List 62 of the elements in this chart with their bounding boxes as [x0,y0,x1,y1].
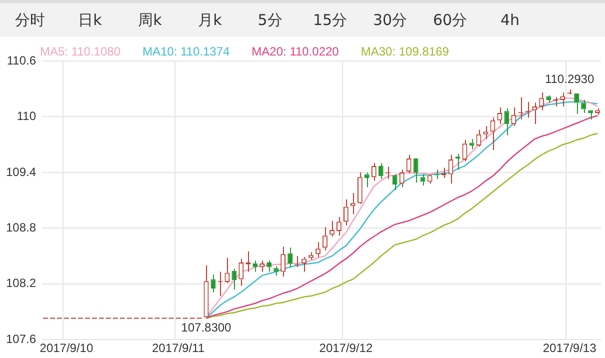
candlestick [378,162,384,180]
candlestick [595,108,600,116]
y-tick-label: 108.8 [6,220,36,234]
candlestick [483,126,488,140]
candlestick [420,174,426,186]
candlestick [280,246,286,277]
candlestick [490,117,496,151]
candlestick [252,260,258,272]
text: MA10: 110.1374 [142,44,230,58]
candlestick [371,162,376,182]
text: 30分 [372,10,408,31]
candlestick [322,226,328,251]
candlestick [392,174,398,191]
candlestick [511,106,516,127]
annotation: 107.8300 [181,320,232,335]
candlestick [546,94,552,104]
y-tick-label: 110 [16,109,36,124]
y-tick-label: 110.6 [6,53,36,68]
text: MA5: 110.1080 [40,44,121,58]
text: MA30: 109.8169 [360,44,450,58]
candlestick [274,266,279,276]
x-tick-label: 2017/9/10 [40,341,94,356]
candlestick [224,257,230,284]
candlestick [552,96,559,108]
text: 周k [137,10,163,31]
candlestick [210,274,216,293]
candlestick [344,198,348,226]
x-tick-label: 2017/9/11 [152,341,205,356]
x-tick-label: 2017/9/12 [319,341,373,356]
annotation: 110.2930 [544,72,594,86]
candlestick [288,247,292,268]
candlestick [413,158,418,184]
candlestick [364,172,370,188]
candlestick [539,92,544,111]
text: 60分 [432,10,468,31]
text: 5分 [256,10,284,31]
text: 4h [499,10,521,31]
text: MA20: 110.0220 [252,44,340,58]
candlestick [406,154,412,174]
y-tick-label: 107.6 [6,332,36,346]
y-tick-label: 109.4 [6,164,36,179]
candlestick [238,258,244,286]
candlestick [232,268,237,290]
x-tick-label: 2017/9/13 [542,341,597,356]
candlestick [336,216,342,236]
text: 月k [197,10,223,31]
candlestick [350,192,356,215]
candlestick [581,100,586,114]
text: 日k [77,10,103,31]
candlestick [588,110,593,120]
candlestick [357,172,362,205]
candlestick [560,92,566,108]
text: 分时 [14,10,46,31]
candlestick [469,138,474,150]
text: 15分 [312,10,348,31]
candlestick [574,94,579,114]
candlestick [532,102,538,125]
y-tick-label: 108.2 [6,276,36,290]
candlestick [266,260,272,272]
candlestick [260,260,265,272]
candlestick [399,169,404,188]
candlestick [504,108,510,136]
